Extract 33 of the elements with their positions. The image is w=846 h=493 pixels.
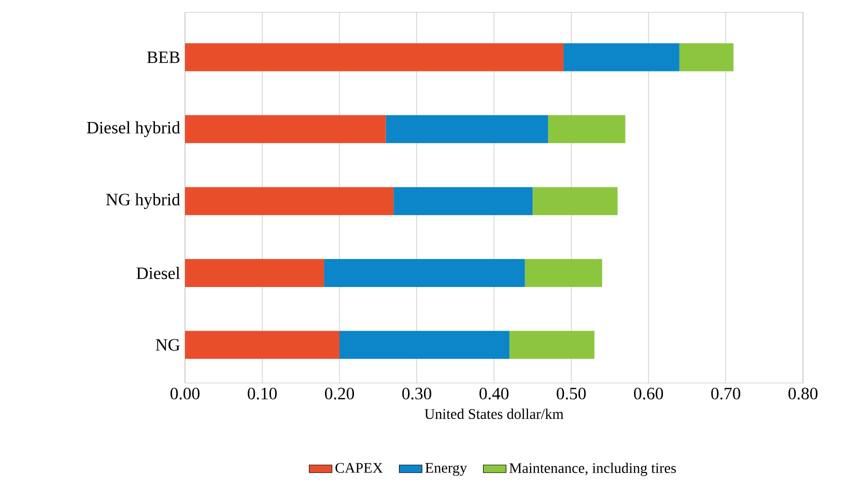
- bar: [679, 43, 734, 72]
- x-tick-label: 0.30: [402, 388, 432, 400]
- bar: [185, 187, 394, 216]
- y-tick-label: Diesel hybrid: [86, 121, 180, 138]
- bar: [386, 115, 548, 144]
- bar: [185, 330, 340, 359]
- x-tick-label: 0.50: [556, 388, 586, 400]
- bar: [185, 43, 564, 72]
- bar: [524, 258, 602, 287]
- x-tick-label: 0.20: [325, 388, 354, 400]
- x-axis-title: United States dollar/km: [424, 408, 564, 419]
- x-tick-label: 0.60: [634, 388, 664, 400]
- legend-label: CAPEX: [336, 462, 383, 473]
- bar: [324, 258, 525, 287]
- x-tick-label: 0.10: [248, 388, 277, 400]
- bar: [185, 115, 386, 144]
- bar: [509, 330, 594, 359]
- y-tick-label: NG hybrid: [106, 193, 180, 209]
- bar: [564, 43, 680, 72]
- bar: [532, 187, 618, 216]
- y-tick-label: Diesel: [136, 266, 180, 280]
- x-tick-label: 0.00: [170, 388, 200, 400]
- y-tick-label: NG: [156, 339, 180, 351]
- y-tick-label: BEB: [147, 52, 180, 63]
- legend-label: Energy: [425, 463, 467, 476]
- x-tick-label: 0.40: [480, 388, 509, 400]
- bar: [548, 115, 626, 144]
- x-tick-label: 0.70: [711, 388, 740, 400]
- x-tick-label: 0.80: [788, 388, 818, 400]
- bar: [185, 258, 324, 287]
- bar: [340, 330, 510, 359]
- legend-label: Maintenance, including tires: [509, 462, 676, 476]
- bar: [394, 187, 533, 216]
